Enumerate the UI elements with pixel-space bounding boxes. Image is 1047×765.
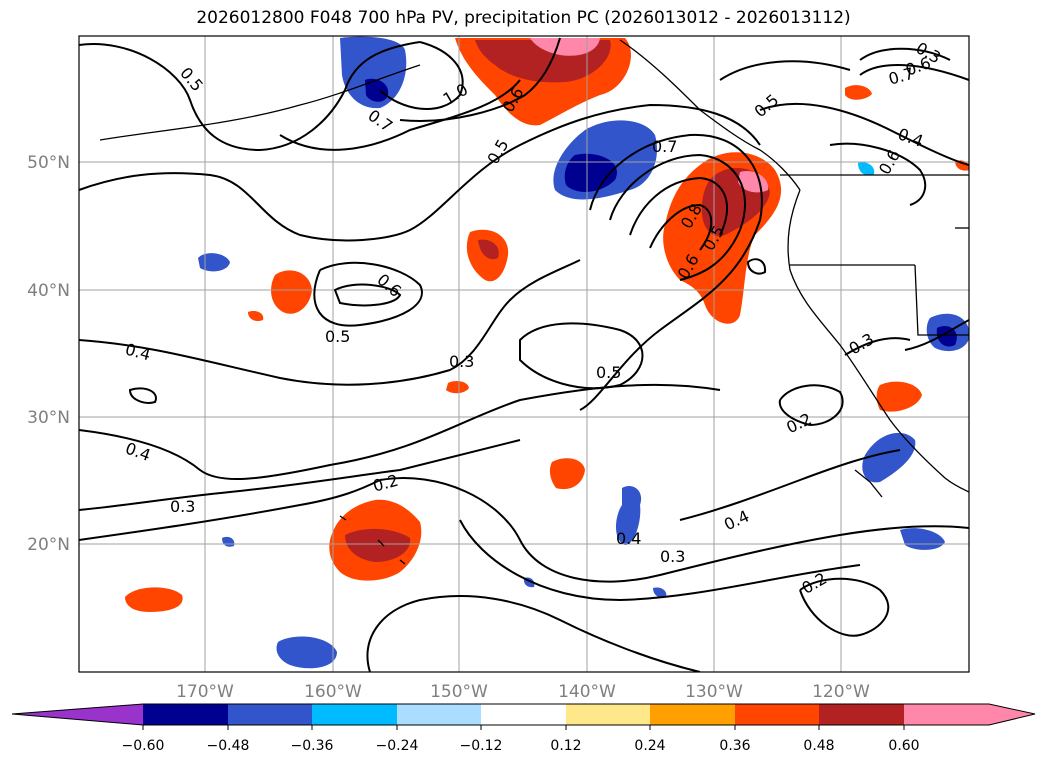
precip-positive-area (845, 85, 872, 100)
precip-negative-area (862, 432, 916, 483)
precip-positive-area (446, 380, 469, 394)
colorbar-segment (312, 704, 398, 725)
contour-label: 0.3 (449, 352, 474, 371)
pv-contours (79, 37, 969, 672)
map-background (79, 36, 969, 672)
lat-label: 50°N (27, 153, 70, 173)
coastlines (99, 39, 969, 565)
precip-positive-peak (530, 38, 600, 56)
colorbar-segment (143, 704, 229, 725)
lon-label: 150°W (430, 682, 488, 702)
colorbar-tick-label: −0.12 (460, 738, 503, 754)
colorbar: −0.60 −0.48 −0.36 −0.24 −0.12 0.12 0.24 … (11, 703, 1036, 754)
precip-positive-area (549, 458, 585, 490)
colorbar-segment (819, 704, 905, 725)
colorbar-segment (735, 704, 820, 725)
contour-label: 0.4 (616, 529, 641, 548)
colorbar-extend-low (12, 704, 143, 725)
lon-label: 130°W (685, 682, 743, 702)
colorbar-tick-label: −0.60 (122, 738, 165, 754)
colorbar-segment (228, 704, 313, 725)
lon-label: 170°W (176, 682, 234, 702)
lat-label: 30°N (27, 408, 70, 428)
precip-negative-area (616, 485, 642, 545)
precip-negative-area (276, 636, 337, 669)
contour-label: 0.5 (325, 327, 350, 346)
precip-negative-core (564, 153, 617, 192)
colorbar-tick-label: 0.36 (719, 738, 750, 754)
lon-label: 160°W (304, 682, 362, 702)
precip-positive-area (271, 270, 312, 314)
precip-shading (125, 36, 969, 669)
precip-negative-area (340, 36, 407, 109)
lat-label: 20°N (27, 535, 70, 555)
precip-negative-area (858, 162, 875, 176)
colorbar-segment (650, 704, 736, 725)
grid-lines (79, 36, 969, 672)
latitude-axis: 50°N 40°N 30°N 20°N (27, 153, 70, 555)
colorbar-tick-label: 0.12 (550, 738, 581, 754)
contour-label: 0.3 (660, 547, 685, 566)
lon-label: 140°W (558, 682, 616, 702)
colorbar-segment (397, 704, 482, 725)
precip-positive-core (478, 239, 499, 260)
lat-label: 40°N (27, 281, 70, 301)
precip-negative-area (653, 587, 667, 598)
map-frame (78, 35, 970, 673)
colorbar-segment (481, 704, 567, 725)
colorbar-tick-label: −0.48 (207, 738, 250, 754)
colorbar-tick-label: −0.24 (376, 738, 419, 754)
colorbar-ticks (142, 725, 905, 730)
precip-negative-core (936, 325, 957, 347)
colorbar-tick-labels: −0.60 −0.48 −0.36 −0.24 −0.12 0.12 0.24 … (122, 738, 920, 754)
precip-positive-core (345, 528, 411, 562)
contour-label: 0.7 (652, 137, 677, 156)
precip-positive-area (876, 381, 922, 412)
map-title: 2026012800 F048 700 hPa PV, precipitatio… (196, 8, 851, 28)
colorbar-tick-label: −0.36 (291, 738, 334, 754)
colorbar-tick-label: 0.48 (803, 738, 834, 754)
precip-negative-core (365, 78, 389, 102)
colorbar-tick-label: 0.60 (888, 738, 919, 754)
longitude-axis: 170°W 160°W 150°W 140°W 130°W 120°W (176, 682, 870, 702)
colorbar-segment (904, 704, 990, 725)
colorbar-tick-label: 0.24 (634, 738, 665, 754)
precip-positive-area (125, 587, 183, 612)
precip-negative-area (198, 253, 230, 272)
contour-label: 0.5 (596, 363, 621, 382)
colorbar-segment (566, 704, 651, 725)
colorbar-extend-high (989, 704, 1035, 725)
contour-label: 0.3 (170, 497, 195, 516)
lon-label: 120°W (812, 682, 870, 702)
precip-positive-area (248, 310, 264, 322)
